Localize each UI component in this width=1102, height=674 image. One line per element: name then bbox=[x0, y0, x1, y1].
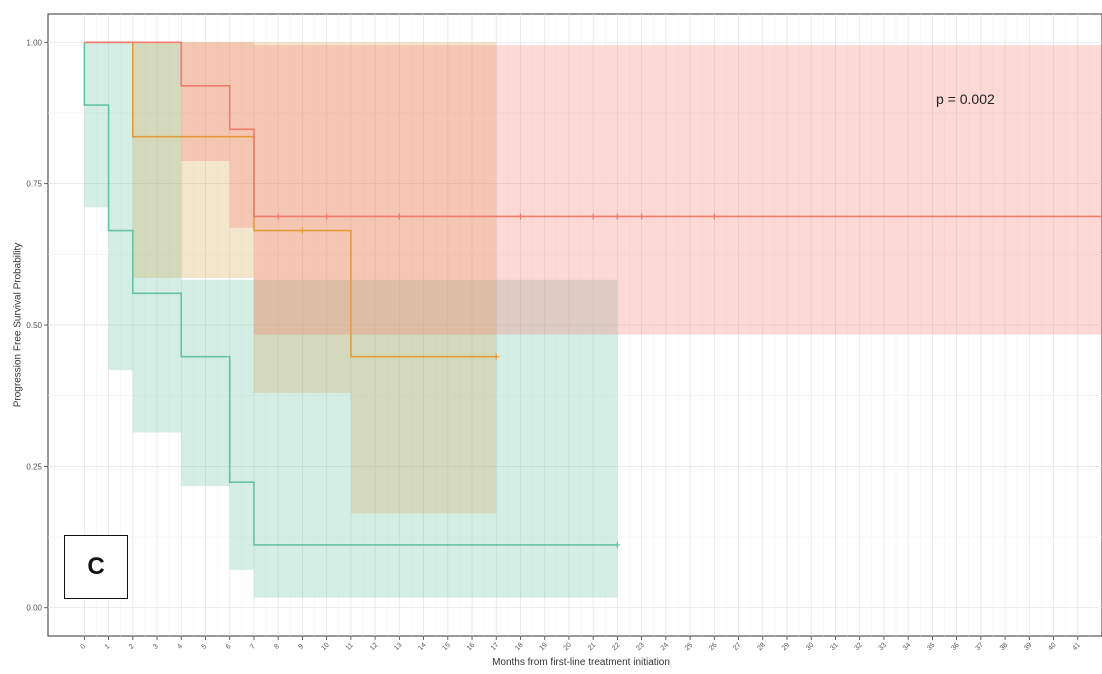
x-tick-label: 23 bbox=[635, 642, 646, 653]
x-tick-label: 34 bbox=[902, 642, 913, 653]
x-tick-label: 26 bbox=[708, 642, 719, 653]
x-tick-label: 20 bbox=[563, 642, 574, 653]
x-tick-label: 16 bbox=[466, 642, 477, 653]
survival-curves bbox=[83, 41, 1102, 546]
x-tick-label: 18 bbox=[514, 642, 525, 653]
x-tick-label: 15 bbox=[442, 642, 453, 653]
x-tick-label: 30 bbox=[805, 642, 816, 653]
x-tick-label: 22 bbox=[611, 642, 622, 653]
ci-band-segment bbox=[132, 42, 182, 433]
ci-band-segment bbox=[181, 42, 230, 162]
ci-band-segment bbox=[84, 42, 109, 208]
x-tick-label: 24 bbox=[660, 642, 671, 653]
x-tick-label: 29 bbox=[781, 642, 792, 653]
ci-band-segment bbox=[253, 45, 1102, 335]
p-value-annotation: p = 0.002 bbox=[936, 91, 995, 107]
x-tick-label: 38 bbox=[999, 642, 1010, 653]
x-tick-label: 37 bbox=[975, 642, 986, 653]
ci-band-segment bbox=[253, 42, 351, 393]
x-tick-label: 1 bbox=[104, 643, 112, 651]
ci-band-segment bbox=[181, 279, 230, 487]
x-tick-label: 31 bbox=[829, 642, 840, 653]
ci-band-segment bbox=[108, 42, 133, 371]
x-tick-label: 32 bbox=[853, 642, 864, 653]
ci-band-segment bbox=[229, 42, 254, 228]
ci-band-segment bbox=[229, 279, 254, 570]
x-axis-title: Months from first-line treatment initiat… bbox=[492, 657, 670, 668]
x-tick-label: 6 bbox=[225, 643, 233, 651]
y-tick-label: 0.00 bbox=[26, 604, 42, 613]
x-tick-label: 10 bbox=[320, 642, 331, 653]
x-tick-label: 39 bbox=[1023, 642, 1034, 653]
x-tick-label: 0 bbox=[79, 643, 87, 651]
x-tick-label: 28 bbox=[756, 642, 767, 653]
x-tick-label: 5 bbox=[201, 643, 209, 651]
confidence-bands bbox=[84, 42, 1102, 598]
y-tick-label: 0.75 bbox=[26, 180, 42, 189]
x-tick-label: 41 bbox=[1071, 642, 1082, 653]
x-tick-label: 3 bbox=[152, 643, 160, 651]
x-axis: 0 1 2 3 4 5 6 7 8 9 10 11 12 13 14 15 16 17 18 19 20 21 22 23 24… bbox=[79, 636, 1082, 652]
x-tick-label: 36 bbox=[950, 642, 961, 653]
x-tick-label: 13 bbox=[393, 642, 404, 653]
y-tick-label: 0.50 bbox=[26, 321, 42, 330]
x-tick-label: 12 bbox=[369, 642, 380, 653]
x-tick-label: 9 bbox=[297, 643, 305, 651]
x-tick-label: 27 bbox=[732, 642, 743, 653]
x-tick-label: 7 bbox=[249, 643, 257, 651]
ci-band-segment bbox=[350, 42, 497, 514]
y-axis-title: Progression Free Survival Probability bbox=[12, 242, 24, 408]
x-tick-label: 2 bbox=[128, 643, 136, 651]
x-tick-label: 19 bbox=[538, 642, 549, 653]
censor-marks bbox=[275, 213, 718, 548]
x-tick-label: 21 bbox=[587, 642, 598, 653]
x-tick-label: 8 bbox=[273, 643, 281, 651]
panel-label: C bbox=[64, 535, 128, 599]
x-tick-label: 35 bbox=[926, 642, 937, 653]
ci-band-segment bbox=[132, 42, 254, 279]
km-step-line bbox=[84, 41, 1102, 218]
x-tick-label: 40 bbox=[1047, 642, 1058, 653]
y-axis: 0.00 0.25 0.50 0.75 1.00 bbox=[26, 38, 48, 613]
x-tick-label: 17 bbox=[490, 642, 501, 653]
x-tick-label: 25 bbox=[684, 642, 695, 653]
x-tick-label: 33 bbox=[878, 642, 889, 653]
y-tick-label: 0.25 bbox=[26, 462, 42, 471]
y-tick-label: 1.00 bbox=[26, 38, 42, 47]
x-tick-label: 11 bbox=[345, 642, 355, 652]
x-tick-label: 14 bbox=[417, 642, 428, 653]
km-step-line bbox=[83, 42, 618, 546]
x-tick-label: 4 bbox=[176, 643, 184, 651]
